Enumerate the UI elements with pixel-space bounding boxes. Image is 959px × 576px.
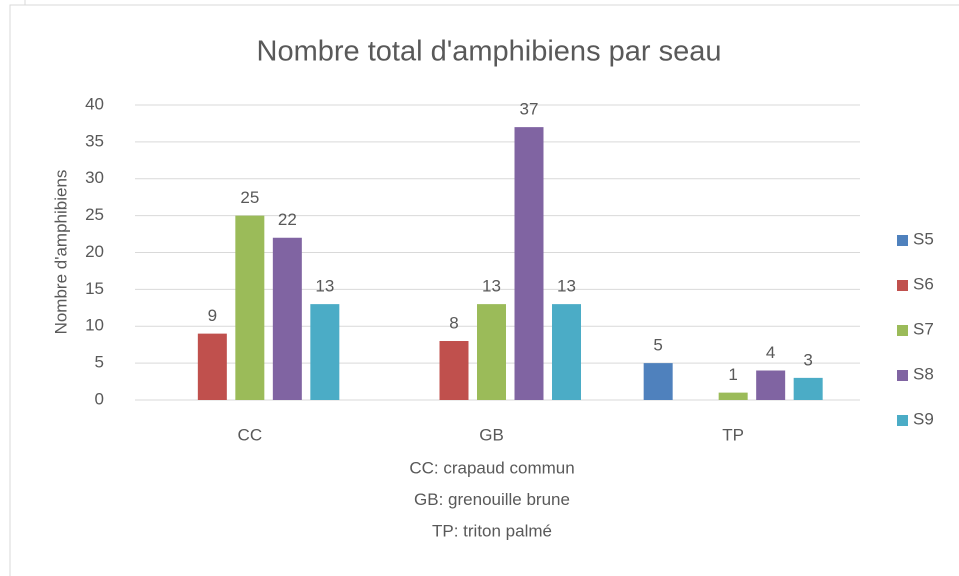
- y-axis-label: Nombre d'amphibiens: [51, 170, 70, 335]
- data-label: 3: [803, 350, 812, 369]
- annotation: GB: grenouille brune: [414, 490, 570, 509]
- x-tick-label: TP: [722, 425, 744, 444]
- bar: [793, 377, 823, 400]
- y-tick-label: 30: [85, 168, 104, 187]
- y-tick-label: 35: [85, 131, 104, 150]
- chart-frame: [9, 4, 959, 576]
- annotation: TP: triton palmé: [432, 521, 552, 540]
- y-tick-label: 15: [85, 279, 104, 298]
- data-label: 22: [278, 210, 297, 229]
- data-label: 1: [728, 365, 737, 384]
- legend-label: S7: [913, 319, 934, 338]
- data-label: 13: [482, 277, 501, 296]
- legend-label: S5: [913, 229, 934, 248]
- bar: [272, 237, 302, 400]
- legend-swatch: [897, 280, 908, 291]
- y-tick-label: 25: [85, 205, 104, 224]
- data-label: 13: [315, 277, 334, 296]
- x-tick-label: GB: [479, 425, 504, 444]
- bar: [718, 392, 748, 400]
- annotation: CC: crapaud commun: [409, 458, 574, 477]
- bar: [514, 127, 544, 400]
- y-tick-label: 40: [85, 94, 104, 113]
- y-tick-label: 0: [95, 389, 104, 408]
- legend-label: S6: [913, 274, 934, 293]
- data-label: 37: [520, 100, 539, 119]
- legend-label: S9: [913, 409, 934, 428]
- y-tick-label: 10: [85, 316, 104, 335]
- data-label: 5: [653, 336, 662, 355]
- legend-label: S8: [913, 364, 934, 383]
- bar: [197, 333, 227, 400]
- bar: [477, 304, 506, 400]
- chart-title: Nombre total d'amphibiens par seau: [257, 36, 722, 68]
- bar: [235, 215, 265, 400]
- data-label: 9: [208, 306, 217, 325]
- legend-swatch: [897, 325, 908, 336]
- legend-swatch: [897, 370, 908, 381]
- bar: [310, 304, 340, 400]
- bar: [756, 370, 786, 400]
- x-tick-label: CC: [238, 425, 263, 444]
- legend-swatch: [897, 235, 908, 246]
- legend-swatch: [897, 415, 908, 426]
- y-tick-label: 5: [95, 353, 104, 372]
- bar: [439, 341, 469, 400]
- bar: [552, 304, 581, 400]
- data-label: 13: [557, 277, 576, 296]
- data-label: 8: [449, 313, 458, 332]
- y-tick-label: 20: [85, 242, 104, 261]
- data-label: 4: [766, 343, 775, 362]
- bar: [643, 363, 673, 400]
- data-label: 25: [240, 188, 259, 207]
